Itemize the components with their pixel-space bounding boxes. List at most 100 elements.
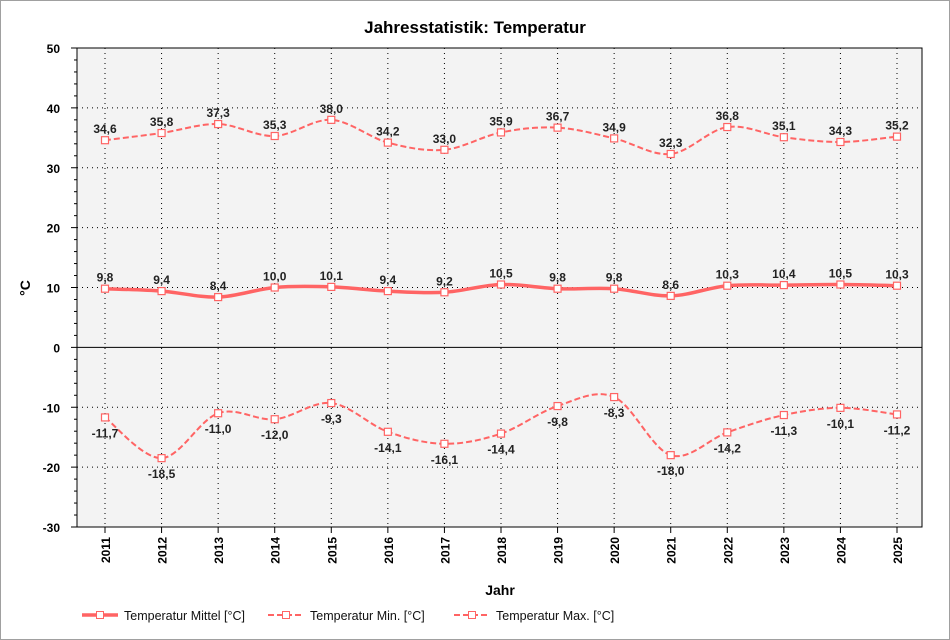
- data-label: 9,4: [153, 273, 170, 287]
- legend-label: Temperatur Mittel [°C]: [124, 609, 245, 623]
- x-tick-label: 2014: [269, 537, 283, 564]
- data-point: [723, 428, 732, 437]
- data-point: [383, 286, 392, 296]
- data-point: [100, 284, 110, 293]
- data-point: [270, 415, 279, 424]
- data-label: -14,1: [374, 441, 402, 455]
- data-point: [100, 136, 110, 145]
- data-label: 9,8: [549, 271, 566, 285]
- data-point: [666, 451, 675, 460]
- data-label: 34,3: [829, 124, 853, 138]
- data-point: [440, 288, 449, 297]
- y-tick-label: 0: [53, 341, 60, 355]
- x-tick-label: 2021: [665, 537, 679, 564]
- data-label: 10,3: [716, 268, 740, 282]
- data-point: [327, 282, 336, 292]
- y-tick-label: 10: [47, 282, 61, 296]
- data-label: -8,3: [604, 406, 625, 420]
- data-label: 35,2: [885, 119, 909, 133]
- data-point: [610, 284, 619, 293]
- data-label: 9,4: [380, 273, 397, 287]
- x-tick-label: 2013: [212, 537, 226, 564]
- data-point: [779, 133, 788, 142]
- data-label: 38,0: [320, 102, 344, 116]
- y-tick-label: 20: [47, 222, 61, 236]
- legend-label: Temperatur Min. [°C]: [310, 609, 425, 623]
- data-label: 10,1: [320, 269, 344, 283]
- data-label: -9,8: [547, 415, 568, 429]
- x-tick-label: 2019: [552, 537, 566, 564]
- x-tick-label: 2018: [495, 537, 509, 564]
- x-tick-label: 2017: [438, 537, 452, 564]
- data-label: 36,8: [716, 109, 740, 123]
- data-label: 36,7: [546, 110, 570, 124]
- y-tick-label: -10: [43, 401, 61, 415]
- legend-label: Temperatur Max. [°C]: [496, 609, 614, 623]
- data-label: 9,8: [606, 271, 623, 285]
- data-label: 9,8: [97, 271, 114, 285]
- data-label: 34,2: [376, 125, 400, 139]
- data-label: 8,6: [662, 278, 679, 292]
- data-point: [553, 123, 562, 132]
- data-label: 34,9: [602, 120, 626, 134]
- data-label: 35,8: [150, 115, 174, 129]
- data-point: [553, 284, 562, 293]
- data-point: [440, 439, 449, 448]
- data-point: [553, 401, 562, 411]
- data-label: -10,1: [827, 417, 855, 431]
- data-label: 10,4: [772, 267, 796, 281]
- data-point: [836, 403, 845, 412]
- x-tick-label: 2016: [382, 537, 396, 564]
- x-tick-label: 2022: [721, 537, 735, 564]
- data-point: [836, 137, 845, 147]
- data-point: [666, 291, 675, 300]
- y-tick-label: -30: [43, 521, 61, 535]
- data-label: -18,5: [148, 467, 176, 481]
- data-point: [214, 119, 223, 129]
- data-point: [666, 149, 675, 159]
- data-point: [610, 392, 619, 402]
- x-tick-label: 2025: [891, 537, 905, 564]
- data-point: [723, 122, 732, 132]
- data-label: -11,3: [771, 424, 798, 438]
- legend: Temperatur Mittel [°C] Temperatur Min. [°…: [82, 609, 614, 623]
- data-label: 35,1: [772, 119, 796, 133]
- y-tick-label: 30: [47, 162, 61, 176]
- data-point: [214, 292, 223, 302]
- data-point: [496, 128, 506, 137]
- data-point: [383, 138, 392, 147]
- data-label: 32,3: [659, 136, 683, 150]
- x-tick-label: 2012: [156, 537, 170, 564]
- y-tick-label: -20: [43, 461, 61, 475]
- x-tick-label: 2024: [834, 537, 848, 564]
- data-point: [157, 454, 166, 463]
- data-point: [157, 286, 166, 296]
- chart-title: Jahresstatistik: Temperatur: [364, 18, 586, 37]
- data-label: 37,3: [206, 106, 230, 120]
- data-point: [836, 280, 845, 289]
- data-point: [327, 115, 336, 124]
- data-point: [892, 410, 902, 419]
- data-label: 10,0: [263, 270, 287, 284]
- series-line-1: [104, 393, 898, 460]
- x-axis-label: Jahr: [485, 582, 515, 598]
- data-point: [270, 283, 279, 292]
- data-point: [100, 413, 110, 422]
- data-label: -9,3: [321, 412, 342, 426]
- data-label: 34,6: [93, 122, 117, 136]
- data-point: [496, 429, 506, 438]
- y-axis-label: °C: [17, 280, 33, 296]
- x-tick-label: 2023: [778, 537, 792, 564]
- y-tick-label: 40: [47, 102, 61, 116]
- data-point: [214, 409, 223, 418]
- data-label: -16,1: [431, 453, 459, 467]
- data-label: 10,5: [489, 267, 513, 281]
- data-point: [327, 398, 336, 408]
- data-label: 10,5: [829, 267, 853, 281]
- data-point: [496, 280, 506, 289]
- legend-marker: [96, 611, 104, 619]
- legend-marker: [282, 611, 290, 619]
- x-tick-label: 2011: [99, 537, 113, 563]
- data-label: 10,3: [885, 268, 909, 282]
